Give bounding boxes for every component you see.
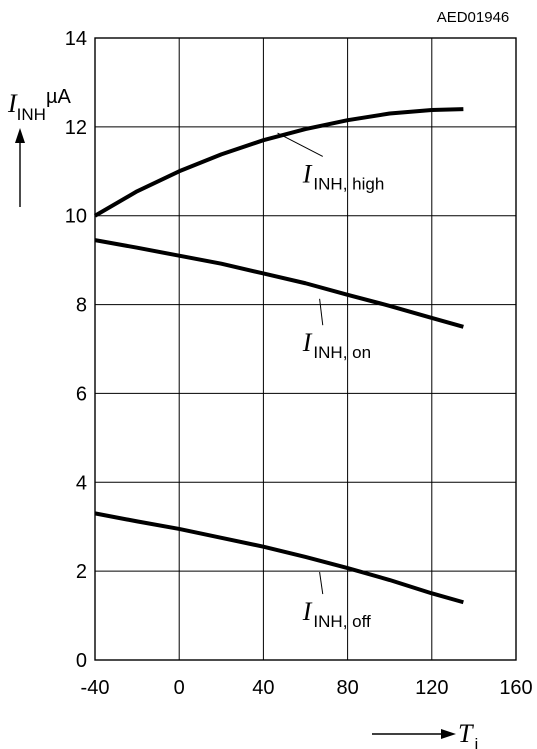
svg-text:IINHµA: IINHµA (7, 86, 71, 124)
x-tick-label: 120 (415, 677, 448, 699)
plot-frame (94, 37, 517, 661)
y-axis-arrow (15, 128, 25, 207)
series-label: I INH, off (302, 597, 371, 631)
y-tick-label: 4 (76, 472, 87, 494)
series-leader-line (319, 298, 324, 326)
y-tick-labels: 0 2 4 6 8 10 12 14 (65, 28, 87, 672)
figure-code: AED01946 (437, 9, 510, 26)
series-line (94, 511, 464, 605)
y-axis-title: IINHµA (7, 86, 71, 124)
y-axis-symbol: I (7, 89, 18, 118)
y-axis-subscript: INH (17, 105, 46, 124)
y-tick-label: 6 (76, 383, 87, 405)
x-axis-subscript: j (473, 735, 478, 749)
series-leader-line (277, 132, 323, 157)
svg-text:Tj: Tj (458, 719, 478, 749)
series-leader-line (319, 571, 324, 595)
series-line (94, 238, 464, 329)
y-tick-label: 8 (76, 295, 87, 317)
series-lines (93, 107, 464, 605)
y-axis-unit: µA (46, 86, 72, 108)
series-label: I INH, on (302, 328, 371, 362)
y-tick-label: 12 (65, 117, 87, 139)
y-tick-label: 2 (76, 561, 87, 583)
y-tick-label: 0 (76, 650, 87, 672)
x-axis-arrow (372, 729, 456, 739)
x-tick-label: 160 (499, 677, 532, 699)
y-tick-label: 14 (65, 28, 87, 50)
x-tick-label: -40 (81, 677, 110, 699)
plot-border (94, 37, 517, 661)
series-line (93, 107, 464, 218)
x-axis-symbol: T (458, 719, 474, 748)
series-label: I INH, high (302, 159, 385, 193)
x-tick-labels: -40 0 40 80 120 160 (81, 677, 533, 699)
series-labels: I INH, high I INH, on I INH, off (277, 132, 385, 631)
x-tick-label: 0 (174, 677, 185, 699)
y-tick-label: 10 (65, 206, 87, 228)
x-tick-label: 80 (336, 677, 358, 699)
x-tick-label: 40 (252, 677, 274, 699)
